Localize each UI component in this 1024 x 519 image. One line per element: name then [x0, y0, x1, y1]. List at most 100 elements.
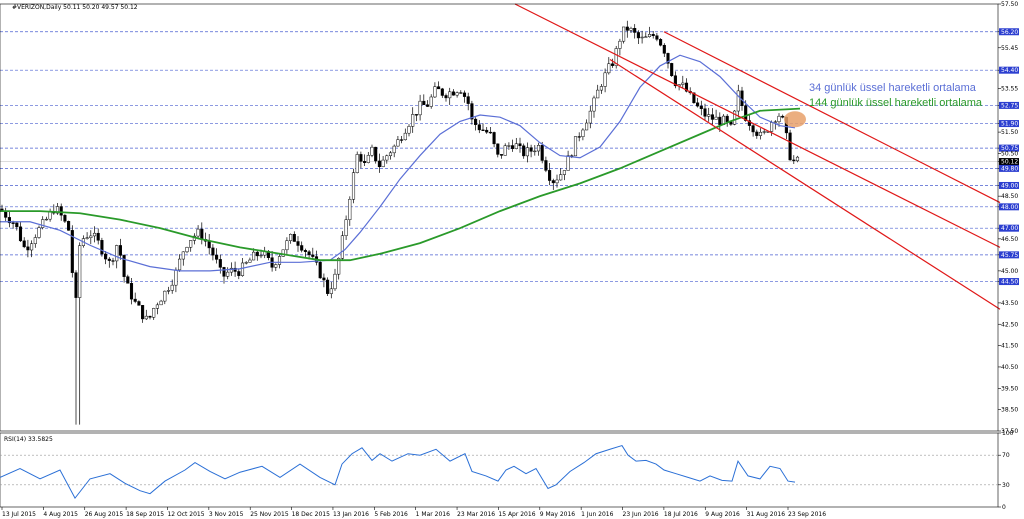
- candle-body: [418, 100, 422, 116]
- candle-body: [462, 92, 467, 97]
- price-tick-label: 37.50: [1001, 428, 1018, 435]
- date-label: 25 Nov 2015: [250, 511, 289, 518]
- candle-body: [747, 120, 751, 126]
- candle-body: [625, 26, 629, 31]
- candle-body: [651, 34, 655, 36]
- ema34-line: [0, 54, 796, 272]
- ema34-label: 34 günlük üssel hareketli ortalama: [809, 82, 977, 94]
- date-label: 18 Dec 2015: [292, 511, 331, 518]
- date-label: 23 Mar 2016: [457, 511, 495, 518]
- price-tick-label: 45.75: [1001, 252, 1018, 259]
- candle-body: [355, 154, 359, 173]
- candle-body: [115, 245, 119, 262]
- symbol-header: #VERIZON,Daily 50.11 50.20 49.57 50.12: [12, 4, 138, 11]
- price-tick-label: 50.50: [1001, 150, 1018, 157]
- candle-body: [481, 129, 485, 131]
- date-label: 9 Aug 2016: [705, 511, 740, 518]
- candle-body: [226, 271, 230, 277]
- candle-body: [37, 227, 41, 238]
- candle-body: [281, 249, 285, 257]
- rsi-tick-label: 0: [1002, 504, 1006, 511]
- date-label: 9 May 2016: [540, 511, 575, 518]
- candle-body: [770, 122, 774, 132]
- date-label: 13 Jul 2015: [2, 511, 36, 518]
- candle-body: [599, 86, 603, 91]
- candle-body: [374, 146, 378, 162]
- candle-body: [85, 237, 89, 239]
- candle-body: [725, 115, 729, 123]
- candle-body: [522, 145, 526, 157]
- candle-body: [296, 241, 300, 246]
- price-tick-label: 42.50: [1001, 321, 1018, 328]
- candle-body: [559, 174, 563, 181]
- price-axis: 57.50 56.20 55.45 54.40 53.55 52.75 51.9051.50…: [998, 1, 1019, 435]
- candle-body: [7, 217, 11, 224]
- candle-body: [477, 124, 481, 131]
- candle-body: [684, 82, 689, 92]
- candle-body: [326, 279, 330, 294]
- candle-body: [429, 96, 433, 107]
- candle-body: [673, 75, 677, 87]
- candle-body: [551, 180, 555, 184]
- candle-body: [222, 267, 226, 277]
- candle-body: [400, 139, 404, 141]
- candle-body: [396, 139, 400, 147]
- candle-body: [141, 305, 145, 320]
- rsi-tick-label: 30: [1002, 482, 1010, 489]
- candle-body: [455, 92, 459, 96]
- candle-body: [244, 262, 248, 264]
- price-tick-label: 49.80: [1001, 165, 1018, 172]
- candle-body: [466, 96, 470, 104]
- candle-body: [633, 28, 637, 33]
- candle-body: [189, 240, 193, 248]
- candle-body: [70, 230, 74, 273]
- candle-body: [614, 48, 618, 66]
- candle-body: [63, 214, 67, 222]
- candle-body: [514, 143, 518, 149]
- date-label: 13 Jan 2016: [333, 511, 369, 518]
- date-axis: 13 Jul 2015 4 Aug 2015 26 Aug 2015 18 Sep 2…: [1, 507, 826, 518]
- candle-body: [59, 206, 63, 216]
- price-tick-label: 57.50: [1001, 1, 1018, 8]
- price-tag: [999, 144, 1019, 152]
- candle-body: [370, 146, 374, 156]
- candle-body: [696, 102, 700, 107]
- candle-body: [440, 88, 444, 96]
- candle-body: [55, 206, 60, 214]
- candle-body: [122, 255, 126, 277]
- price-tick-label: 41.50: [1001, 343, 1018, 350]
- price-tick-label: 46.50: [1001, 236, 1018, 243]
- price-tick-label: 52.75: [1001, 102, 1018, 109]
- price-series: [0, 20, 800, 425]
- candle-body: [525, 147, 529, 157]
- price-tick-label: 56.20: [1001, 29, 1018, 36]
- candle-body: [67, 221, 71, 231]
- price-tick-label: 54.40: [1001, 67, 1018, 74]
- candle-body: [337, 258, 341, 275]
- candle-body: [196, 228, 200, 237]
- candle-body: [511, 145, 515, 149]
- candle-body: [707, 114, 711, 117]
- candle-body: [714, 116, 718, 120]
- rsi-line: [0, 444, 796, 500]
- rsi-frame: [0, 432, 999, 508]
- candle-body: [644, 36, 648, 38]
- price-tick-label: 50.75: [1001, 145, 1018, 152]
- candle-body: [215, 254, 219, 260]
- date-label: 3 Nov 2015: [209, 511, 244, 518]
- ema144-line: [0, 107, 801, 262]
- channel-upper-line: [514, 3, 1001, 248]
- candle-body: [155, 304, 159, 309]
- rsi-panel: 100 70 30 0: [0, 430, 1014, 511]
- date-label: 15 Apr 2016: [498, 511, 535, 518]
- candle-body: [329, 288, 333, 294]
- candle-body: [89, 235, 93, 238]
- candle-body: [566, 155, 570, 171]
- candle-body: [488, 131, 492, 134]
- highlight-marker: [784, 111, 806, 128]
- candle-body: [795, 156, 800, 162]
- price-tag: [999, 278, 1019, 286]
- candle-body: [781, 115, 785, 118]
- candle-body: [92, 232, 97, 237]
- candle-body: [577, 136, 581, 138]
